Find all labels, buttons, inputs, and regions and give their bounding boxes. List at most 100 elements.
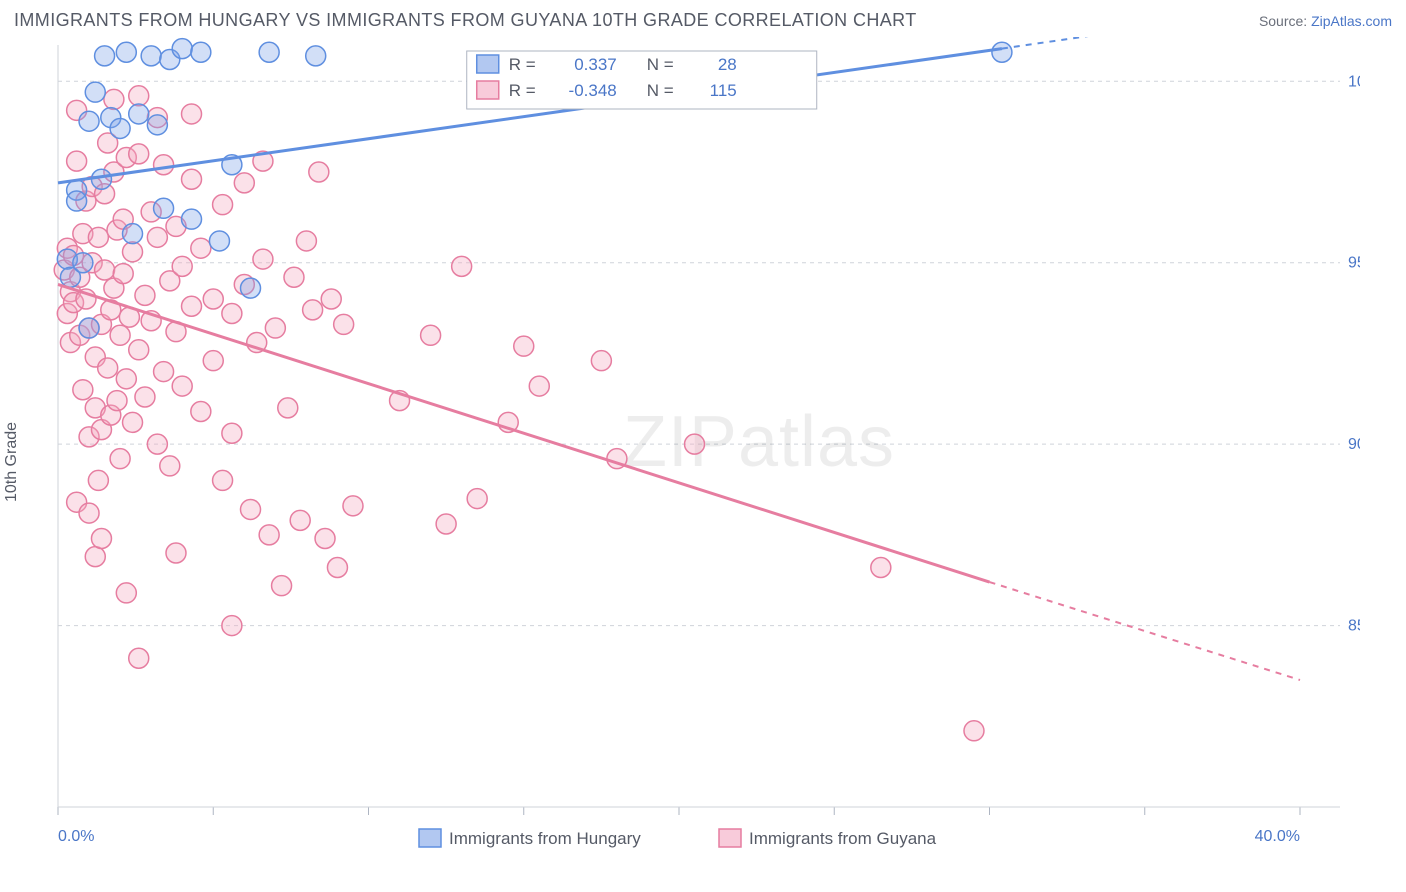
data-point xyxy=(91,169,111,189)
data-point xyxy=(467,489,487,509)
data-point xyxy=(110,325,130,345)
data-point xyxy=(191,238,211,258)
x-tick-label: 0.0% xyxy=(58,828,94,845)
y-tick-label: 95.0% xyxy=(1348,255,1360,272)
data-point xyxy=(265,318,285,338)
data-point xyxy=(172,39,192,59)
data-point xyxy=(203,289,223,309)
data-point xyxy=(241,499,261,519)
data-point xyxy=(88,227,108,247)
data-point xyxy=(272,576,292,596)
data-point xyxy=(278,398,298,418)
data-point xyxy=(147,227,167,247)
data-point xyxy=(116,42,136,62)
data-point xyxy=(154,362,174,382)
trend-line-extrapolated xyxy=(1002,37,1300,49)
data-point xyxy=(303,300,323,320)
legend-series-label: Immigrants from Hungary xyxy=(449,829,641,848)
data-point xyxy=(514,336,534,356)
data-point xyxy=(95,46,115,66)
data-point xyxy=(234,173,254,193)
data-point xyxy=(88,470,108,490)
data-point xyxy=(182,104,202,124)
data-point xyxy=(591,351,611,371)
data-point xyxy=(85,547,105,567)
data-point xyxy=(113,264,133,284)
data-point xyxy=(129,86,149,106)
legend-r-label: R = xyxy=(509,55,536,74)
data-point xyxy=(222,423,242,443)
legend-swatch xyxy=(477,55,499,73)
data-point xyxy=(309,162,329,182)
data-point xyxy=(209,231,229,251)
data-point xyxy=(129,340,149,360)
data-point xyxy=(203,351,223,371)
data-point xyxy=(95,260,115,280)
data-point xyxy=(321,289,341,309)
data-point xyxy=(110,449,130,469)
data-point xyxy=(98,358,118,378)
data-point xyxy=(259,525,279,545)
legend-series-label: Immigrants from Guyana xyxy=(749,829,937,848)
source-label: Source: ZipAtlas.com xyxy=(1259,13,1392,29)
data-point xyxy=(79,111,99,131)
y-tick-label: 85.0% xyxy=(1348,618,1360,635)
legend-swatch xyxy=(719,829,741,847)
data-point xyxy=(154,155,174,175)
data-point xyxy=(116,583,136,603)
data-point xyxy=(343,496,363,516)
data-point xyxy=(259,42,279,62)
data-point xyxy=(91,528,111,548)
data-point xyxy=(67,151,87,171)
data-point xyxy=(241,278,261,298)
legend-n-label: N = xyxy=(647,55,674,74)
data-point xyxy=(107,391,127,411)
data-point xyxy=(123,224,143,244)
data-point xyxy=(141,46,161,66)
data-point xyxy=(85,82,105,102)
data-point xyxy=(182,296,202,316)
data-point xyxy=(123,412,143,432)
data-point xyxy=(421,325,441,345)
source-prefix: Source: xyxy=(1259,13,1311,29)
source-link[interactable]: ZipAtlas.com xyxy=(1311,13,1392,29)
trend-line-extrapolated xyxy=(990,582,1301,680)
data-point xyxy=(529,376,549,396)
legend-swatch xyxy=(419,829,441,847)
data-point xyxy=(147,115,167,135)
data-point xyxy=(166,543,186,563)
data-point xyxy=(129,648,149,668)
data-point xyxy=(296,231,316,251)
data-point xyxy=(73,253,93,273)
data-point xyxy=(104,89,124,109)
legend-r-value: -0.348 xyxy=(569,81,617,100)
data-point xyxy=(182,169,202,189)
data-point xyxy=(67,191,87,211)
legend-n-label: N = xyxy=(647,81,674,100)
data-point xyxy=(315,528,335,548)
data-point xyxy=(306,46,326,66)
data-point xyxy=(213,470,233,490)
data-point xyxy=(191,42,211,62)
data-point xyxy=(253,249,273,269)
correlation-chart: 85.0%90.0%95.0%100.0%0.0%40.0%ZIPatlasR … xyxy=(0,37,1360,877)
data-point xyxy=(79,318,99,338)
data-point xyxy=(452,256,472,276)
data-point xyxy=(73,380,93,400)
legend-r-value: 0.337 xyxy=(574,55,617,74)
chart-container: 10th Grade 85.0%90.0%95.0%100.0%0.0%40.0… xyxy=(0,37,1406,887)
data-point xyxy=(110,118,130,138)
x-tick-label: 40.0% xyxy=(1255,828,1300,845)
y-axis-label: 10th Grade xyxy=(3,422,21,502)
data-point xyxy=(154,198,174,218)
data-point xyxy=(871,558,891,578)
legend-n-value: 28 xyxy=(718,55,737,74)
data-point xyxy=(172,256,192,276)
data-point xyxy=(135,387,155,407)
legend-r-label: R = xyxy=(509,81,536,100)
y-tick-label: 90.0% xyxy=(1348,436,1360,453)
data-point xyxy=(964,721,984,741)
data-point xyxy=(284,267,304,287)
data-point xyxy=(123,242,143,262)
data-point xyxy=(79,503,99,523)
